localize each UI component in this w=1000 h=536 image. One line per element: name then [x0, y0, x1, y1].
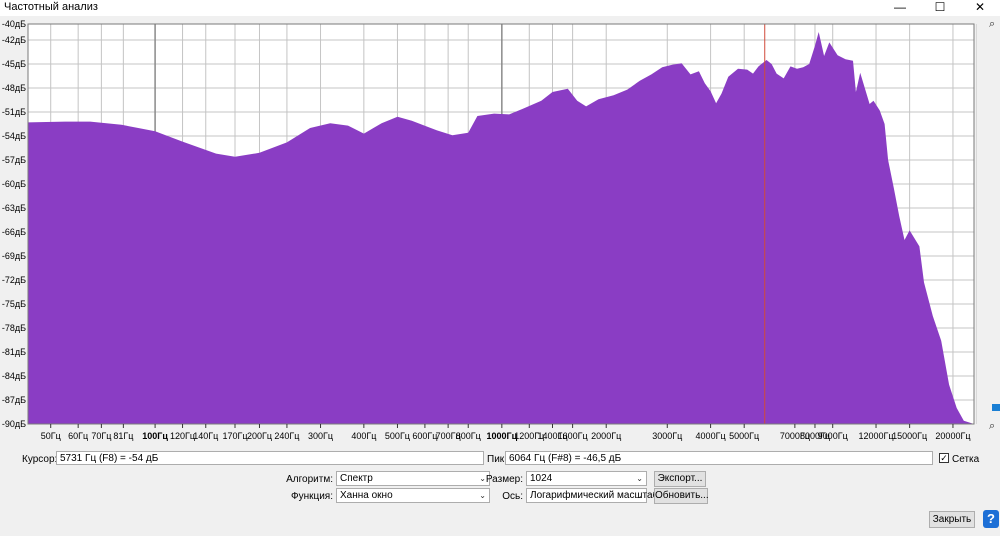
- y-tick-label: -78дБ: [2, 323, 26, 333]
- x-tick-label: 7000Гц: [780, 431, 810, 441]
- grid-checkbox[interactable]: ✓: [939, 453, 949, 463]
- x-tick-label: 300Гц: [308, 431, 333, 441]
- help-icon[interactable]: ?: [983, 510, 999, 528]
- x-tick-label: 800Гц: [456, 431, 481, 441]
- window-title: Частотный анализ: [4, 1, 98, 13]
- y-tick-label: -69дБ: [2, 251, 26, 261]
- y-tick-label: -42дБ: [2, 35, 26, 45]
- scroll-thumb[interactable]: [992, 404, 1000, 411]
- x-tick-label: 600Гц: [412, 431, 437, 441]
- y-tick-label: -63дБ: [2, 203, 26, 213]
- x-tick-label: 200Гц: [247, 431, 272, 441]
- spectrum-area: [28, 32, 974, 424]
- x-tick-label: 140Гц: [193, 431, 218, 441]
- title-bar: Частотный анализ — ☐ ✕: [0, 0, 1000, 16]
- size-select[interactable]: 1024 ⌄: [526, 471, 647, 486]
- y-tick-label: -57дБ: [2, 155, 26, 165]
- x-tick-label: 500Гц: [385, 431, 410, 441]
- x-tick-label: 3000Гц: [652, 431, 682, 441]
- x-tick-label: 4000Гц: [696, 431, 726, 441]
- y-tick-label: -54дБ: [2, 131, 26, 141]
- spectrum-chart[interactable]: -40дБ -42дБ -45дБ -48дБ -51дБ -54дБ -57дБ -60дБ…: [0, 16, 1000, 450]
- vertical-scrollbar[interactable]: [976, 24, 987, 424]
- x-tick-label: 100Гц: [142, 431, 168, 441]
- function-value: Ханна окно: [340, 490, 393, 501]
- peak-value-field[interactable]: 6064 Гц (F#8) = -46,5 дБ: [505, 451, 933, 465]
- x-tick-label: 5000Гц: [729, 431, 759, 441]
- y-tick-label: -90дБ: [2, 419, 26, 429]
- plot-border: [27, 23, 975, 425]
- chevron-down-icon: ⌄: [479, 491, 486, 500]
- x-tick-label: 700Гц: [436, 431, 461, 441]
- chevron-down-icon: ⌄: [636, 491, 643, 500]
- chevron-down-icon: ⌄: [636, 474, 643, 483]
- size-value: 1024: [530, 473, 553, 484]
- algorithm-label: Алгоритм:: [286, 474, 333, 485]
- y-tick-label: -72дБ: [2, 275, 26, 285]
- update-button[interactable]: Обновить...: [654, 488, 709, 504]
- algorithm-select[interactable]: Спектр ⌄: [336, 471, 490, 486]
- x-tick-label: 120Гц: [170, 431, 195, 441]
- y-tick-label: -66дБ: [2, 227, 26, 237]
- cursor-value-field[interactable]: 5731 Гц (F8) = -54 дБ: [56, 451, 484, 465]
- x-tick-label: 70Гц: [91, 431, 111, 441]
- algorithm-value: Спектр: [340, 473, 373, 484]
- x-tick-label: 240Гц: [274, 431, 299, 441]
- x-tick-label: 60Гц: [68, 431, 88, 441]
- x-tick-label: 1400Гц: [537, 431, 567, 441]
- maximize-button[interactable]: ☐: [934, 0, 946, 14]
- axis-label: Ось:: [502, 491, 523, 502]
- x-tick-label: 8000Гц: [800, 431, 830, 441]
- x-tick-label: 400Гц: [351, 431, 376, 441]
- x-tick-label: 1200Гц: [514, 431, 544, 441]
- x-tick-label: 15000Гц: [892, 431, 927, 441]
- size-label: Размер:: [485, 474, 523, 485]
- close-button[interactable]: Закрыть: [929, 511, 975, 528]
- x-tick-label: 1600Гц: [558, 431, 588, 441]
- function-label: Функция:: [290, 491, 333, 502]
- y-tick-label: -45дБ: [2, 59, 26, 69]
- y-tick-label: -81дБ: [2, 347, 26, 357]
- x-tick-label: 81Гц: [113, 431, 133, 441]
- chevron-down-icon: ⌄: [479, 474, 486, 483]
- export-button[interactable]: Экспорт...: [654, 471, 706, 487]
- grid-label: Сетка: [952, 454, 980, 465]
- y-tick-label: -40дБ: [2, 19, 26, 29]
- y-tick-label: -75дБ: [2, 299, 26, 309]
- zoom-out-icon[interactable]: ⌕: [989, 420, 996, 432]
- function-select[interactable]: Ханна окно ⌄: [336, 488, 490, 503]
- x-tick-label: 1000Гц: [487, 431, 518, 441]
- x-tick-label: 20000Гц: [935, 431, 970, 441]
- close-window-button[interactable]: ✕: [974, 0, 986, 14]
- minimize-button[interactable]: —: [894, 0, 906, 14]
- y-tick-label: -48дБ: [2, 83, 26, 93]
- zoom-in-icon[interactable]: ⌕: [989, 18, 996, 30]
- axis-select[interactable]: Логарифмический масштаб ⌄: [526, 488, 658, 503]
- x-tick-label: 12000Гц: [858, 431, 893, 441]
- x-tick-label: 50Гц: [41, 431, 61, 441]
- x-tick-label: 9000Гц: [818, 431, 848, 441]
- y-axis-labels: -40дБ -42дБ -45дБ -48дБ -51дБ -54дБ -57дБ -60дБ…: [2, 19, 26, 429]
- y-tick-label: -60дБ: [2, 179, 26, 189]
- x-tick-label: 2000Гц: [591, 431, 621, 441]
- y-tick-label: -84дБ: [2, 371, 26, 381]
- x-tick-label: 170Гц: [222, 431, 247, 441]
- y-tick-label: -51дБ: [2, 107, 26, 117]
- axis-value: Логарифмический масштаб: [530, 490, 659, 501]
- peak-label: Пик:: [487, 454, 507, 465]
- cursor-label: Курсор:: [22, 454, 58, 465]
- y-tick-label: -87дБ: [2, 395, 26, 405]
